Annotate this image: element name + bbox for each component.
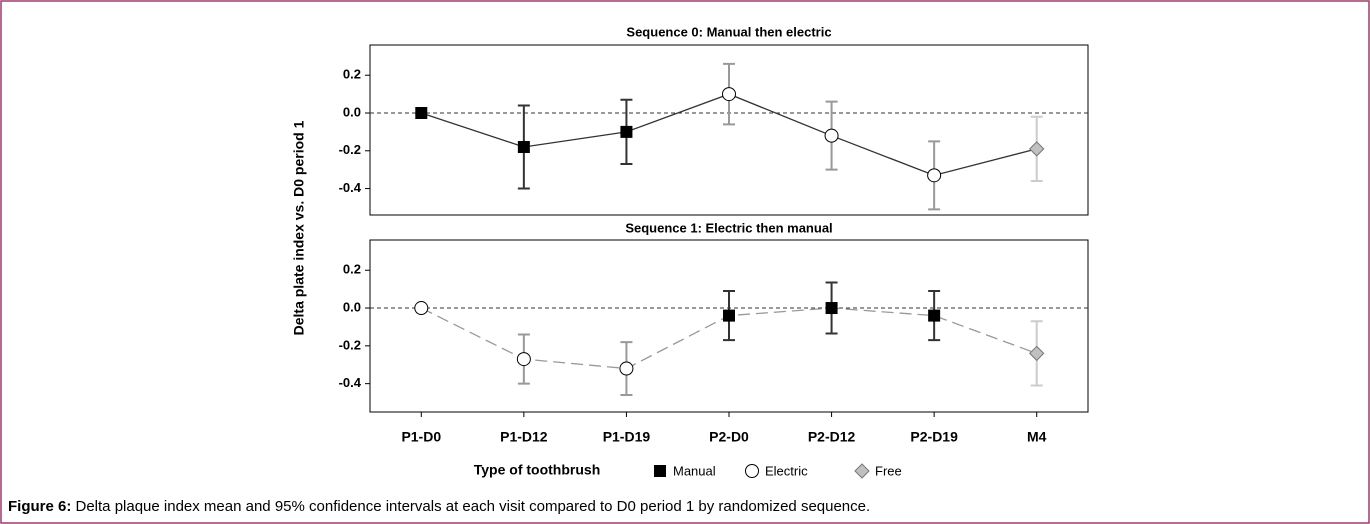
x-tick-label: M4: [1027, 429, 1047, 445]
caption-label: Figure 6:: [8, 498, 72, 515]
panel-title: Sequence 0: Manual then electric: [626, 24, 831, 39]
y-tick-label: 0.0: [343, 104, 361, 119]
marker: [414, 301, 429, 316]
y-tick-label: 0.0: [343, 299, 361, 314]
marker: [723, 309, 735, 322]
legend-label: Electric: [765, 463, 808, 478]
x-tick-label: P1-D0: [401, 429, 441, 445]
y-tick-label: -0.4: [339, 375, 362, 390]
legend-label: Free: [875, 463, 902, 478]
x-tick-label: P2-D0: [709, 429, 749, 445]
marker: [825, 302, 838, 315]
marker: [619, 361, 634, 376]
marker: [854, 463, 870, 479]
marker: [620, 125, 633, 138]
y-tick-label: -0.2: [339, 337, 361, 352]
y-tick-label: 0.2: [343, 262, 361, 277]
marker: [654, 465, 666, 477]
marker: [722, 87, 736, 102]
marker: [415, 107, 428, 119]
panel-title: Sequence 1: Electric then manual: [625, 220, 832, 235]
legend-label: Manual: [673, 463, 716, 478]
marker: [516, 352, 531, 367]
x-tick-label: P1-D19: [603, 429, 651, 445]
marker: [927, 168, 942, 183]
y-tick-label: -0.2: [339, 142, 361, 157]
marker: [517, 141, 530, 153]
x-tick-label: P1-D12: [500, 429, 548, 445]
marker: [824, 128, 839, 143]
y-axis-label: Delta plate index vs. D0 period 1: [291, 120, 307, 335]
legend-title: Type of toothbrush: [474, 462, 601, 478]
x-tick-label: P2-D19: [910, 429, 958, 445]
y-tick-label: 0.2: [343, 67, 361, 82]
caption-text: Delta plaque index mean and 95% confiden…: [71, 498, 871, 515]
x-tick-label: P2-D12: [808, 429, 856, 445]
y-tick-label: -0.4: [339, 180, 362, 195]
marker: [1029, 345, 1045, 362]
marker: [1029, 141, 1045, 157]
marker: [928, 309, 941, 322]
caption: Figure 6: Delta plaque index mean and 95…: [8, 498, 870, 515]
marker: [745, 464, 759, 478]
